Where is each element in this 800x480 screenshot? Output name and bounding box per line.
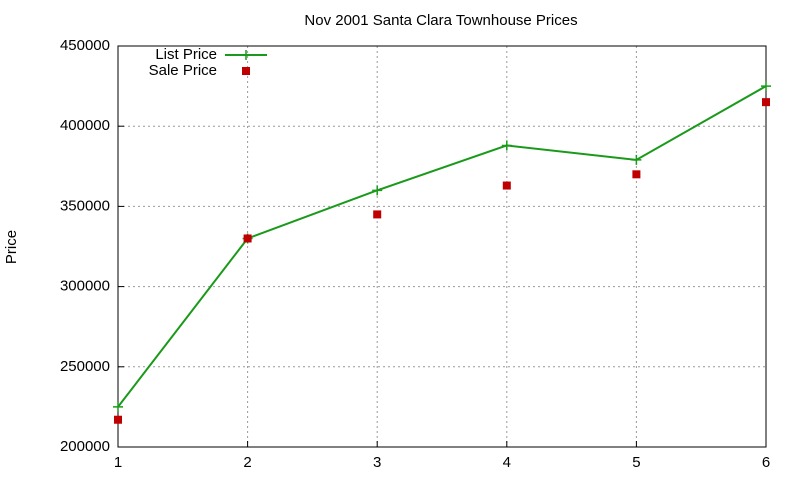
x-tick-label: 1 bbox=[114, 454, 122, 471]
chart-title: Nov 2001 Santa Clara Townhouse Prices bbox=[304, 12, 577, 29]
series-line bbox=[117, 85, 767, 408]
data-point bbox=[243, 234, 252, 243]
x-tick-label: 5 bbox=[632, 454, 640, 471]
x-tick-label: 6 bbox=[762, 454, 770, 471]
data-point bbox=[113, 401, 123, 412]
data-point bbox=[501, 140, 512, 151]
y-tick-label: 400000 bbox=[60, 117, 110, 134]
y-axis-label: Price bbox=[3, 230, 20, 264]
plot-frame bbox=[117, 45, 767, 448]
data-point bbox=[502, 181, 511, 190]
data-point bbox=[372, 185, 383, 196]
data-point bbox=[631, 154, 642, 165]
legend-label: List Price bbox=[155, 46, 217, 63]
data-point bbox=[632, 170, 641, 179]
data-point bbox=[762, 98, 770, 107]
legend-marker bbox=[242, 67, 250, 75]
y-tick-label: 250000 bbox=[60, 358, 110, 375]
y-tick-label: 450000 bbox=[60, 37, 110, 54]
y-tick-label: 300000 bbox=[60, 278, 110, 295]
y-tick-label: 200000 bbox=[60, 438, 110, 455]
legend-marker bbox=[241, 50, 251, 60]
data-point bbox=[373, 210, 382, 219]
legend-label: Sale Price bbox=[149, 62, 217, 79]
y-tick-label: 350000 bbox=[60, 197, 110, 214]
data-point bbox=[761, 81, 771, 92]
x-tick-label: 4 bbox=[503, 454, 511, 471]
data-point bbox=[114, 415, 122, 424]
x-tick-label: 2 bbox=[243, 454, 251, 471]
x-tick-label: 3 bbox=[373, 454, 381, 471]
